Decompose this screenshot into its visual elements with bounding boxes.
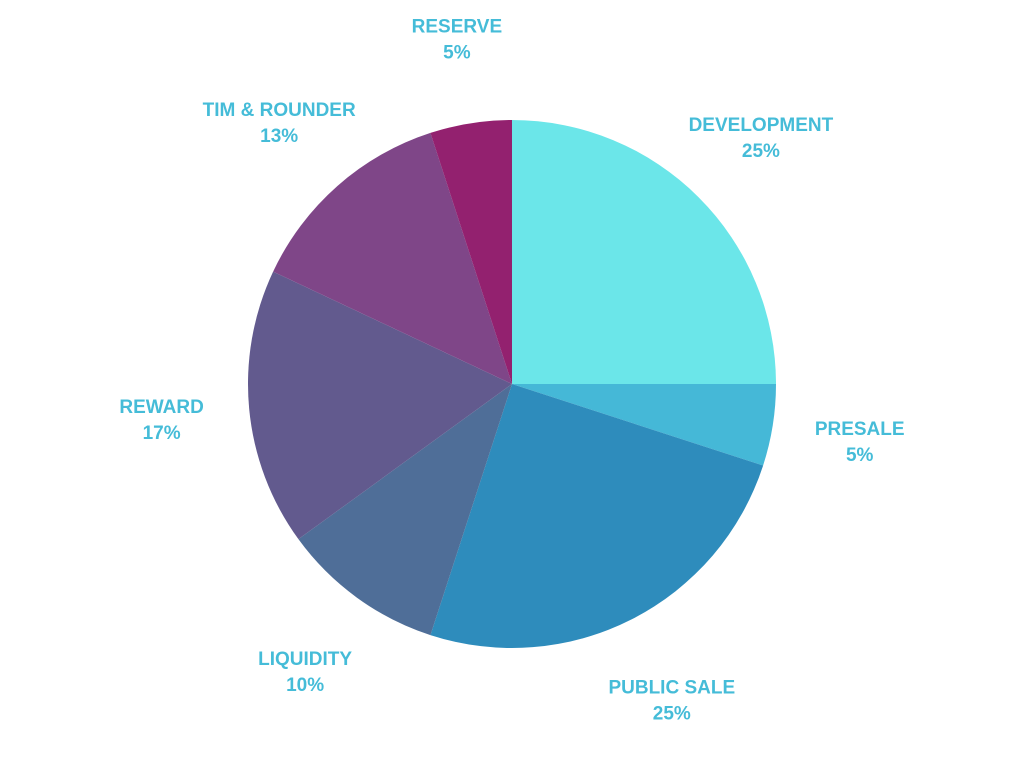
slice-label-public-sale: PUBLIC SALE <box>608 678 735 699</box>
slice-label-reward: REWARD <box>119 397 203 418</box>
slice-label-liquidity: LIQUIDITY <box>258 649 352 670</box>
slice-value-liquidity: 10% <box>286 675 324 696</box>
pie-slice-presale <box>512 384 776 466</box>
slice-value-public-sale: 25% <box>653 704 691 725</box>
slice-label-tim-and-rounder: TIM & ROUNDER <box>203 100 356 121</box>
pie-slices <box>248 120 776 649</box>
slice-value-reserve: 5% <box>443 42 471 63</box>
slice-label-reserve: RESERVE <box>412 16 502 37</box>
pie-slice-reward <box>248 271 512 540</box>
slice-value-presale: 5% <box>846 445 874 466</box>
slice-value-development: 25% <box>742 141 780 162</box>
pie-slice-development <box>512 120 776 384</box>
pie-slice-tim-and-rounder <box>273 132 512 384</box>
slice-label-presale: PRESALE <box>815 419 905 440</box>
slice-value-tim-and-rounder: 13% <box>260 126 298 147</box>
pie-slice-reserve <box>430 120 512 384</box>
pie-labels: DEVELOPMENT 25% PRESALE 5% PUBLIC SALE 25% LIQ… <box>119 16 904 724</box>
pie-slice-liquidity <box>298 384 512 636</box>
pie-slice-public-sale <box>430 384 764 649</box>
slice-label-development: DEVELOPMENT <box>689 115 834 136</box>
slice-value-reward: 17% <box>143 423 181 444</box>
